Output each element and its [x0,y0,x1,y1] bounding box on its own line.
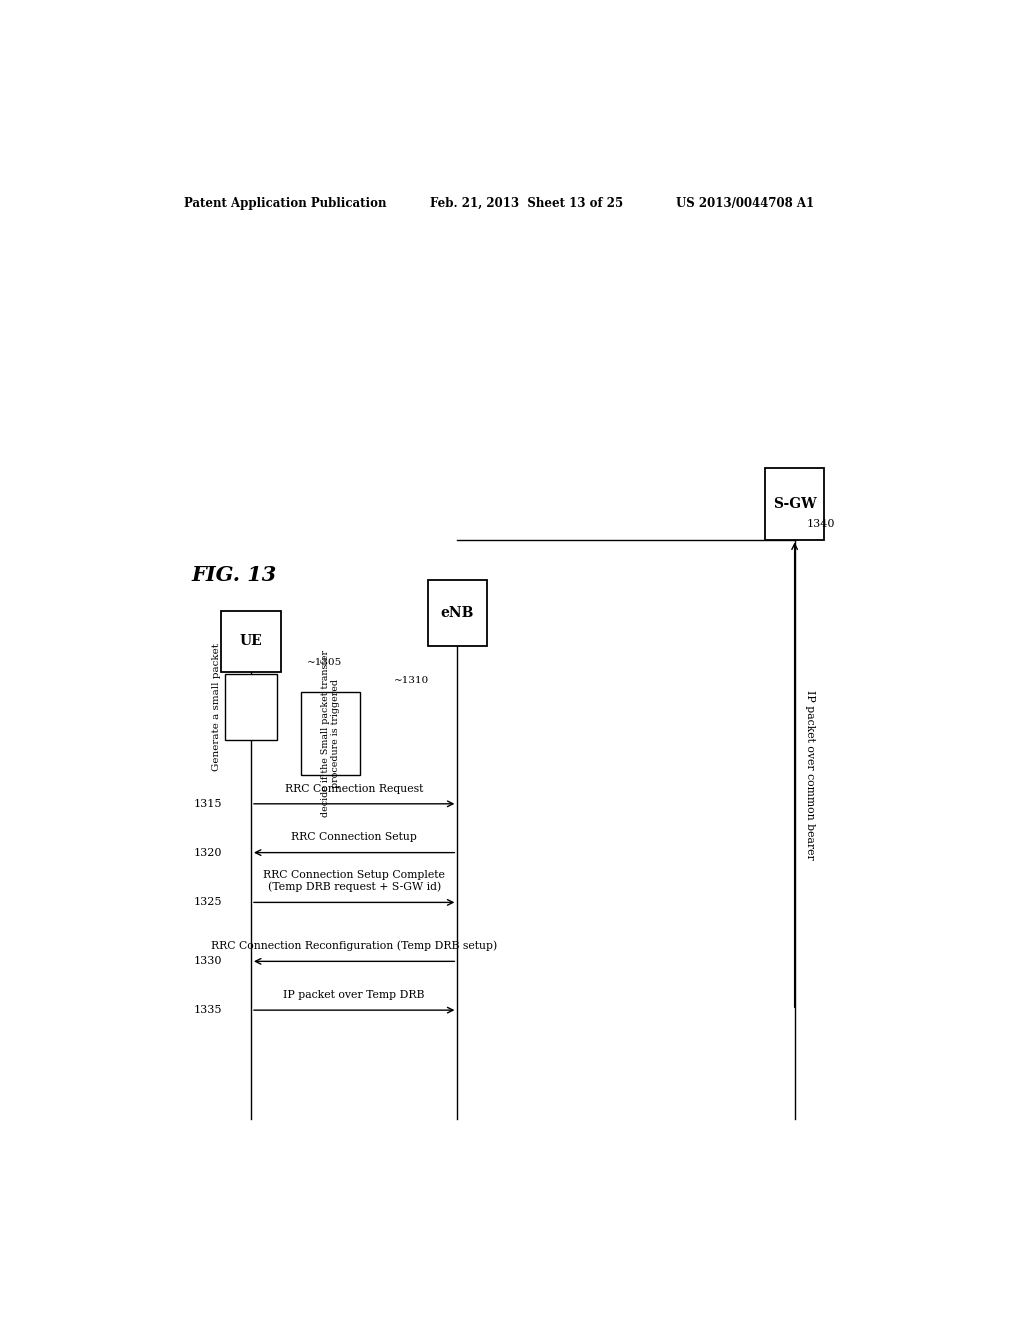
Text: RRC Connection Request: RRC Connection Request [285,784,423,793]
Text: Generate a small packet: Generate a small packet [212,643,221,771]
Text: RRC Connection Reconfiguration (Temp DRB setup): RRC Connection Reconfiguration (Temp DRB… [211,941,498,952]
Text: US 2013/0044708 A1: US 2013/0044708 A1 [676,197,814,210]
Bar [765,469,824,540]
Text: UE: UE [240,634,262,648]
Text: 1315: 1315 [194,799,221,809]
Text: ~1305: ~1305 [306,657,342,667]
Text: 1335: 1335 [194,1005,221,1015]
Text: 1320: 1320 [194,847,221,858]
Text: IP packet over Temp DRB: IP packet over Temp DRB [284,990,425,1001]
Text: 1325: 1325 [194,898,221,907]
Text: ~1310: ~1310 [394,676,429,685]
Bar [221,611,281,672]
Text: 1330: 1330 [194,957,221,966]
Text: Feb. 21, 2013  Sheet 13 of 25: Feb. 21, 2013 Sheet 13 of 25 [430,197,623,210]
Bar [428,581,487,647]
Bar [225,673,276,739]
Text: FIG. 13: FIG. 13 [191,565,276,585]
Text: S-GW: S-GW [773,496,816,511]
Text: RRC Connection Setup Complete
(Temp DRB request + S-GW id): RRC Connection Setup Complete (Temp DRB … [263,870,445,892]
Text: decide if the Small packet transfer
procedure is triggered: decide if the Small packet transfer proc… [321,651,340,817]
Bar [301,692,360,775]
Text: eNB: eNB [440,606,474,620]
Text: RRC Connection Setup: RRC Connection Setup [291,833,417,842]
Text: 1340: 1340 [807,519,835,529]
Text: Patent Application Publication: Patent Application Publication [183,197,386,210]
Text: IP packet over common bearer: IP packet over common bearer [805,690,815,859]
